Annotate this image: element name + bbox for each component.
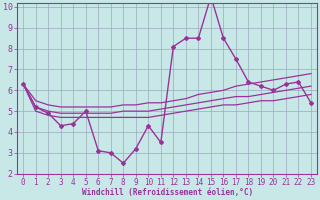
X-axis label: Windchill (Refroidissement éolien,°C): Windchill (Refroidissement éolien,°C) — [82, 188, 253, 197]
